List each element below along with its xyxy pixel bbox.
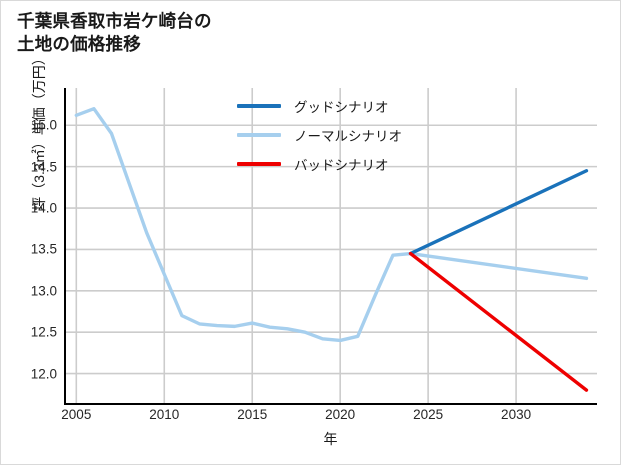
y-axis-tick-label: 13.0 <box>30 283 57 299</box>
x-axis-tick-label: 2025 <box>413 407 444 422</box>
legend-item[interactable]: ノーマルシナリオ <box>237 120 467 149</box>
plot-svg <box>64 88 597 405</box>
x-axis-spine <box>64 403 597 405</box>
plot-area <box>64 88 597 405</box>
legend-color-swatch <box>237 103 281 108</box>
legend-item-label: バッドシナリオ <box>294 157 389 173</box>
y-axis-spine <box>64 88 66 405</box>
y-axis-tick-label: 12.0 <box>30 366 57 382</box>
legend-color-swatch <box>237 132 281 137</box>
x-axis-tick-label: 2005 <box>61 407 92 422</box>
x-axis-tick-label: 2020 <box>325 407 356 422</box>
y-axis-tick-label: 14.0 <box>30 200 57 216</box>
series-line-グッドシナリオ <box>408 169 589 256</box>
legend-item[interactable]: バッドシナリオ <box>237 149 467 178</box>
y-axis-tick-label: 12.5 <box>30 324 57 340</box>
x-axis-tick-label: 2010 <box>149 407 180 422</box>
x-axis-tick-labels: 2005 2010 2015 2020 2025 2030 <box>61 407 597 429</box>
x-axis-tick-label: 2015 <box>237 407 268 422</box>
legend-item-label: グッドシナリオ <box>294 99 389 115</box>
y-axis-tick-labels: 12.0 12.5 13.0 13.5 14.0 14.5 15.0 <box>9 88 57 405</box>
legend-color-swatch <box>237 161 281 166</box>
x-axis-tick-label: 2030 <box>501 407 532 422</box>
y-axis-tick-label: 14.5 <box>30 159 57 175</box>
page-title: 千葉県香取市岩ケ崎台の 土地の価格推移 <box>17 11 212 55</box>
legend-item-label: ノーマルシナリオ <box>294 128 402 144</box>
x-axis-label: 年 <box>323 431 338 447</box>
y-axis-tick-label: 15.0 <box>30 117 57 133</box>
y-axis-tick-label: 13.5 <box>30 241 57 257</box>
y-axis-label: 坪（3.3㎡）単価（万円） <box>31 51 47 211</box>
series-line-ノーマルシナリオ <box>74 106 589 343</box>
series-line-バッドシナリオ <box>408 251 589 392</box>
legend-item[interactable]: グッドシナリオ <box>237 91 467 120</box>
chart-legend: グッドシナリオ ノーマルシナリオ バッドシナリオ <box>237 91 467 178</box>
